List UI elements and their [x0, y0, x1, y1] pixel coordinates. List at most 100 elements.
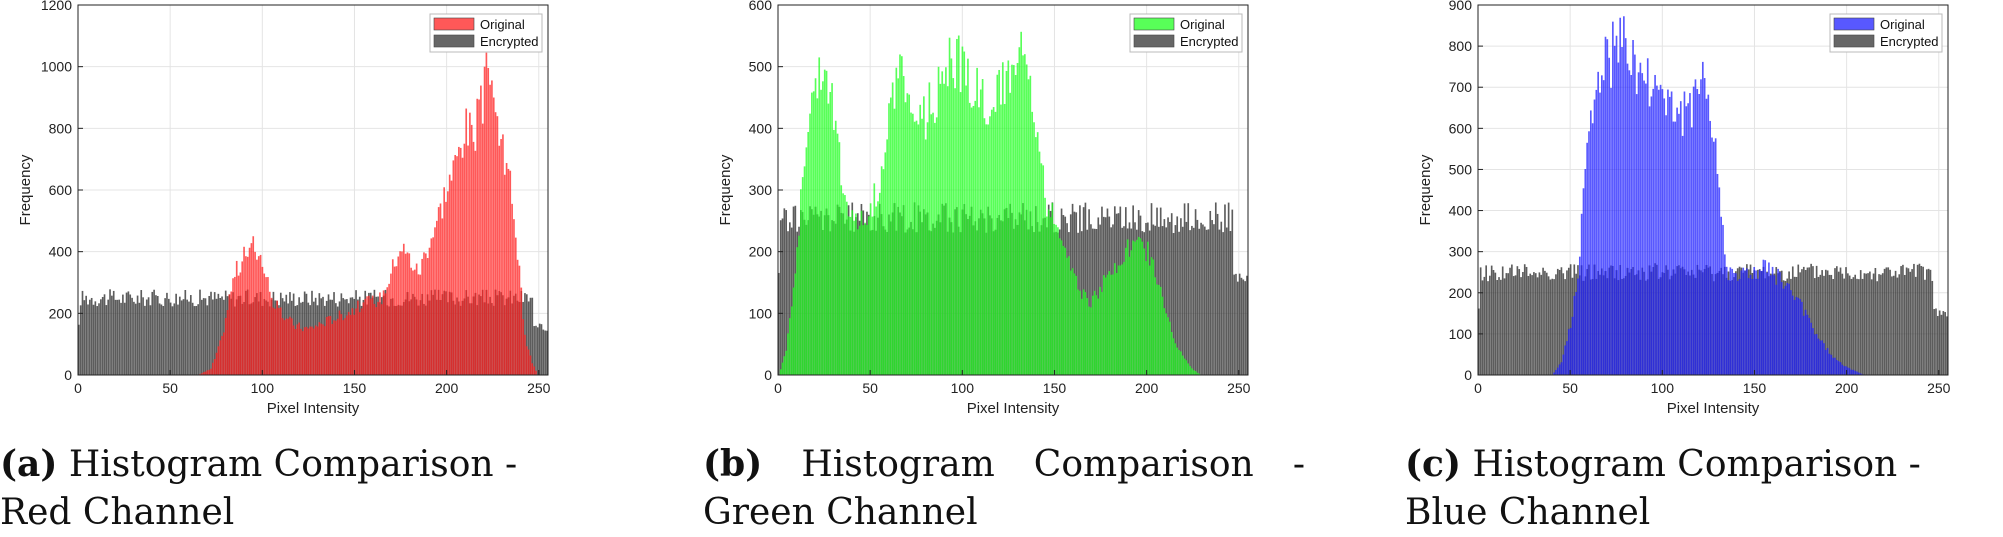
bar-original: [355, 308, 357, 375]
bar-original: [849, 216, 852, 375]
bar-original: [246, 256, 249, 375]
bar-original: [1606, 39, 1609, 375]
bar-original: [415, 263, 418, 375]
bar-encrypted: [1898, 274, 1901, 375]
bar-original: [1733, 272, 1735, 375]
histogram-chart-red: 0 50 100 150 200 250 0 200 400 600 800 1000 1200 Pixe…: [17, 0, 551, 417]
bar-encrypted: [188, 301, 190, 375]
caption-text: Histogram Comparison - Blue Channel: [1405, 444, 1921, 533]
bar-encrypted: [1854, 274, 1857, 375]
bar-original: [388, 283, 390, 375]
bar-original: [801, 177, 804, 375]
bar-original: [1690, 127, 1693, 376]
bar-original: [1724, 254, 1726, 375]
bar-original: [1619, 17, 1622, 376]
bar-original: [1136, 239, 1138, 375]
bar-original: [432, 237, 434, 375]
bar-encrypted: [1222, 232, 1224, 375]
bar-original: [889, 97, 892, 375]
y-tick-label: 400: [1449, 203, 1473, 219]
bar-original: [1167, 317, 1169, 375]
bar-original: [882, 169, 885, 375]
bar-original: [1192, 370, 1195, 375]
bar-original: [485, 52, 488, 376]
bar-original: [1819, 340, 1822, 375]
bar-original: [1683, 91, 1686, 376]
bar-original: [866, 224, 868, 375]
bar-original: [290, 318, 293, 375]
bar-original: [1134, 241, 1136, 375]
bar-original: [357, 300, 359, 375]
bar-encrypted: [544, 330, 546, 375]
bar-original: [895, 67, 898, 376]
bar-encrypted: [122, 294, 124, 375]
bar-encrypted: [1523, 264, 1526, 375]
bar-encrypted: [1558, 269, 1561, 375]
bar-original: [1692, 86, 1695, 376]
bar-encrypted: [1185, 221, 1188, 375]
bar-original: [833, 129, 835, 375]
bar-encrypted: [162, 306, 165, 375]
y-tick-label: 600: [749, 0, 773, 13]
bar-original: [1795, 296, 1798, 375]
bar-encrypted: [114, 299, 117, 375]
bar-encrypted: [1236, 281, 1239, 375]
bar-encrypted: [1905, 267, 1908, 375]
caption-label: (b): [703, 443, 763, 485]
bar-original: [1553, 372, 1555, 375]
bar-encrypted: [525, 294, 528, 375]
bar-encrypted: [1163, 219, 1166, 375]
bar-original: [1621, 47, 1623, 376]
bar-original: [254, 251, 256, 375]
bar-original: [1612, 21, 1614, 376]
bar-original: [1801, 301, 1803, 375]
bar-encrypted: [1821, 270, 1823, 375]
bar-encrypted: [217, 293, 220, 375]
bar-encrypted: [195, 305, 198, 375]
bar-original: [1584, 169, 1587, 375]
bar-original: [963, 51, 966, 375]
bar-encrypted: [212, 299, 214, 375]
bar-encrypted: [1876, 281, 1879, 375]
y-tick-label: 800: [1449, 38, 1473, 54]
bar-original: [856, 229, 859, 375]
bar-original: [972, 105, 975, 376]
bar-encrypted: [787, 231, 789, 375]
bar-encrypted: [1839, 267, 1842, 375]
bar-encrypted: [531, 297, 534, 375]
bar-encrypted: [1101, 206, 1103, 375]
bar-original: [301, 331, 304, 375]
legend-label: Encrypted: [1180, 34, 1239, 49]
bar-original: [1812, 328, 1814, 375]
bar-original: [421, 258, 423, 375]
bar-original: [469, 112, 471, 376]
bar-encrypted: [133, 301, 135, 375]
bar-original: [787, 333, 789, 375]
bar-encrypted: [201, 299, 203, 375]
bar-original: [1104, 277, 1107, 375]
y-tick-label: 300: [749, 182, 773, 198]
bar-original: [518, 265, 521, 375]
bar-original: [483, 66, 486, 376]
bar-encrypted: [105, 305, 108, 375]
bar-original: [1599, 92, 1601, 375]
bar-original: [1808, 317, 1811, 375]
bar-original: [279, 307, 282, 375]
bar-original: [831, 83, 833, 375]
bar-encrypted: [184, 290, 187, 375]
bar-original: [1718, 187, 1721, 375]
bar-original: [1181, 355, 1184, 375]
bar-encrypted: [1845, 267, 1847, 375]
bar-original: [325, 317, 328, 375]
bar-encrypted: [1242, 279, 1245, 375]
bar-original: [307, 328, 310, 375]
bar-original: [1042, 165, 1045, 375]
bar-original: [509, 170, 512, 375]
bar-encrypted: [1213, 224, 1215, 375]
bar-original: [1711, 137, 1713, 375]
bar-encrypted: [151, 291, 154, 375]
bar-encrypted: [92, 304, 95, 375]
bar-original: [320, 323, 322, 375]
bar-encrypted: [158, 303, 161, 375]
bar-original: [1727, 280, 1730, 375]
